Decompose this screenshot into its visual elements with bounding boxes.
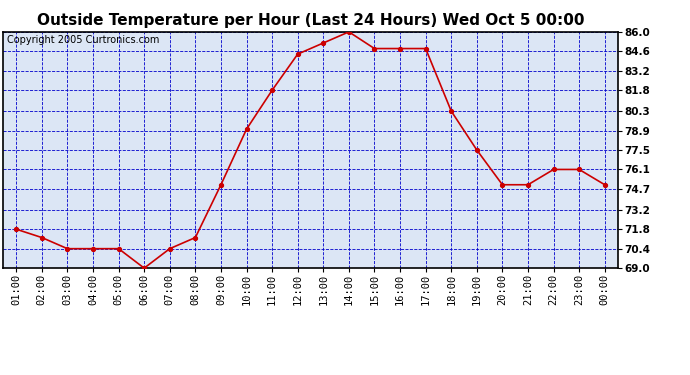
Text: Outside Temperature per Hour (Last 24 Hours) Wed Oct 5 00:00: Outside Temperature per Hour (Last 24 Ho… bbox=[37, 13, 584, 28]
Text: Copyright 2005 Curtronics.com: Copyright 2005 Curtronics.com bbox=[6, 35, 159, 45]
